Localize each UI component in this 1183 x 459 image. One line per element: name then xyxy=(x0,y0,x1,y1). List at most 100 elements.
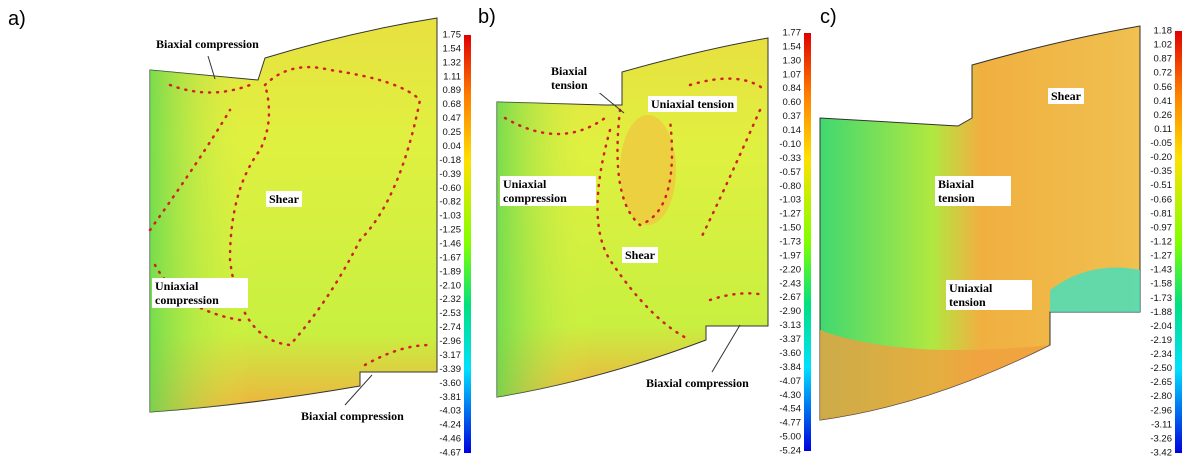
colorbar-tick-label: -3.11 xyxy=(1151,419,1172,430)
colorbar-tick-label: -3.42 xyxy=(1150,448,1172,459)
colorbar-tick-label: -3.60 xyxy=(439,378,461,389)
colorbar xyxy=(464,35,471,453)
colorbar-tick-label: -0.51 xyxy=(1150,180,1172,191)
colorbar-tick-label: 0.04 xyxy=(443,141,462,152)
colorbar-tick-label: -3.60 xyxy=(779,348,801,359)
colorbar-tick-label: 1.11 xyxy=(443,71,461,82)
colorbar-tick-label: -2.32 xyxy=(439,294,461,305)
colorbar-tick-label: -2.53 xyxy=(439,308,461,319)
colorbar-tick-label: -0.05 xyxy=(1150,138,1172,149)
colorbar-tick-label: -0.82 xyxy=(439,197,461,208)
colorbar-tick-label: -0.57 xyxy=(779,167,801,178)
colorbar-tick-label: -0.60 xyxy=(439,183,461,194)
colorbar-tick-label: -4.46 xyxy=(439,434,461,445)
colorbar-tick-label: 0.89 xyxy=(443,85,462,96)
colorbar-tick-label: -2.74 xyxy=(439,322,461,333)
colorbar-tick-label: 0.56 xyxy=(1154,82,1173,93)
colorbar-tick-label: -1.27 xyxy=(1150,251,1172,262)
colorbar-tick-label: -4.07 xyxy=(779,376,801,387)
colorbar-tick-label: -5.24 xyxy=(779,446,801,457)
colorbar-tick-label: -3.17 xyxy=(439,350,461,361)
annotation: Shear xyxy=(266,191,302,207)
colorbar-tick-label: -2.10 xyxy=(439,280,461,291)
colorbar-tick-label: 1.77 xyxy=(783,28,802,39)
colorbar-tick-label: 1.54 xyxy=(443,43,462,54)
colorbar-tick-label: -4.03 xyxy=(439,406,461,417)
zone-fill xyxy=(820,330,1050,420)
colorbar-tick-label: 1.02 xyxy=(1154,40,1173,51)
leader xyxy=(595,89,625,114)
leader xyxy=(344,374,373,406)
colorbar-tick-label: 0.37 xyxy=(783,111,802,122)
colorbar-tick-label: -2.96 xyxy=(1150,405,1172,416)
colorbar-tick-label: -2.34 xyxy=(1150,349,1172,360)
panel-label: a) xyxy=(8,8,26,30)
annotation: Uniaxial tension xyxy=(946,280,1032,310)
colorbar-tick-label: -0.20 xyxy=(1150,152,1172,163)
colorbar-tick-label: -2.43 xyxy=(779,278,801,289)
colorbar-tick-label: -3.26 xyxy=(1150,433,1172,444)
colorbar-tick-label: -1.25 xyxy=(439,225,461,236)
annotation: Uniaxial tension xyxy=(648,96,738,112)
colorbar-tick-label: 0.87 xyxy=(1154,54,1173,65)
colorbar-tick-label: -1.12 xyxy=(1150,237,1172,248)
colorbar-tick-label: -1.73 xyxy=(1150,293,1172,304)
panel-label: b) xyxy=(478,6,496,28)
colorbar-tick-label: -2.20 xyxy=(779,264,801,275)
colorbar-tick-label: -3.39 xyxy=(439,364,461,375)
colorbar-tick-label: -3.13 xyxy=(779,320,801,331)
colorbar-tick-label: -2.96 xyxy=(439,336,461,347)
colorbar-tick-label: 0.60 xyxy=(783,97,802,108)
annotation: Biaxial compression xyxy=(153,36,262,52)
zone-boundary xyxy=(148,65,432,367)
colorbar-tick-label: -0.35 xyxy=(1150,166,1172,177)
colorbar xyxy=(1175,31,1182,453)
panel-label: c) xyxy=(820,6,837,28)
colorbar-tick-label: -4.67 xyxy=(439,448,461,459)
colorbar-tick-label: -2.04 xyxy=(1150,321,1172,332)
colorbar-tick-label: 0.14 xyxy=(783,125,802,136)
annotation: Biaxial compression xyxy=(643,375,752,391)
annotation: Uniaxial compression xyxy=(500,176,596,206)
contour-a-shade xyxy=(150,18,437,412)
zone-fill xyxy=(620,115,676,225)
colorbar-tick-label: 0.72 xyxy=(1154,68,1173,79)
colorbar-tick-label: -1.27 xyxy=(779,209,801,220)
colorbar-tick-label: -1.73 xyxy=(779,237,801,248)
colorbar-tick-label: -0.10 xyxy=(779,139,801,150)
colorbar-tick-label: -0.97 xyxy=(1150,222,1172,233)
colorbar-tick-label: -1.03 xyxy=(779,195,801,206)
colorbar-tick-label: -3.84 xyxy=(779,362,801,373)
colorbar-tick-label: -1.58 xyxy=(1150,279,1172,290)
colorbar-tick-label: -0.81 xyxy=(1150,208,1172,219)
colorbar-tick-label: 0.11 xyxy=(1154,124,1172,135)
colorbar-tick-label: 1.75 xyxy=(443,30,462,41)
colorbar-tick-label: -1.46 xyxy=(439,239,461,250)
colorbar-tick-label: -2.67 xyxy=(779,292,801,303)
colorbar-tick-label: 0.41 xyxy=(1154,96,1173,107)
colorbar-tick-label: 0.47 xyxy=(443,113,462,124)
colorbar-tick-label: -3.37 xyxy=(779,334,801,345)
annotation: Biaxial compression xyxy=(298,408,407,424)
annotation: Shear xyxy=(622,247,658,263)
zone-boundary xyxy=(503,77,767,342)
annotation: Biaxial tension xyxy=(935,176,1011,206)
colorbar xyxy=(804,33,811,451)
colorbar-tick-label: -1.97 xyxy=(779,250,801,261)
colorbar-tick-label: -2.80 xyxy=(1150,391,1172,402)
colorbar-tick-label: 0.26 xyxy=(1154,110,1173,121)
colorbar-tick-label: 0.25 xyxy=(443,127,462,138)
colorbar-tick-label: -4.54 xyxy=(779,404,801,415)
colorbar-tick-label: -4.24 xyxy=(439,420,461,431)
colorbar-tick-label: -0.66 xyxy=(1150,194,1172,205)
colorbar-tick-label: -1.03 xyxy=(439,211,461,222)
colorbar-tick-label: -2.50 xyxy=(1150,363,1172,374)
colorbar-tick-label: -1.89 xyxy=(439,266,461,277)
colorbar-tick-label: -0.33 xyxy=(779,153,801,164)
colorbar-tick-label: 1.07 xyxy=(783,69,802,80)
colorbar-tick-label: 0.68 xyxy=(443,99,462,110)
colorbar-tick-label: -2.90 xyxy=(779,306,801,317)
colorbar-tick-label: -2.19 xyxy=(1150,335,1172,346)
